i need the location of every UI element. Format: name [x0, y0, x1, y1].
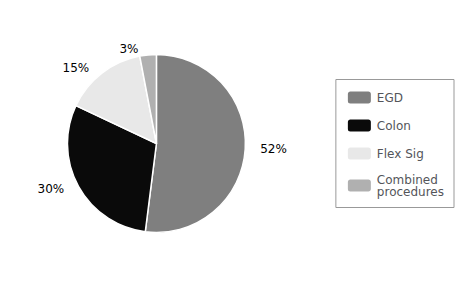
- svg-text:EGD: EGD: [377, 91, 403, 105]
- svg-text:Combined: Combined: [376, 172, 438, 187]
- svg-text:3%: 3%: [119, 42, 138, 56]
- svg-text:procedures: procedures: [377, 185, 444, 199]
- svg-text:52%: 52%: [260, 142, 287, 156]
- svg-text:30%: 30%: [38, 182, 65, 196]
- svg-text:Colon: Colon: [377, 119, 411, 133]
- svg-text:Flex Sig: Flex Sig: [377, 147, 424, 161]
- svg-text:15%: 15%: [63, 61, 90, 75]
